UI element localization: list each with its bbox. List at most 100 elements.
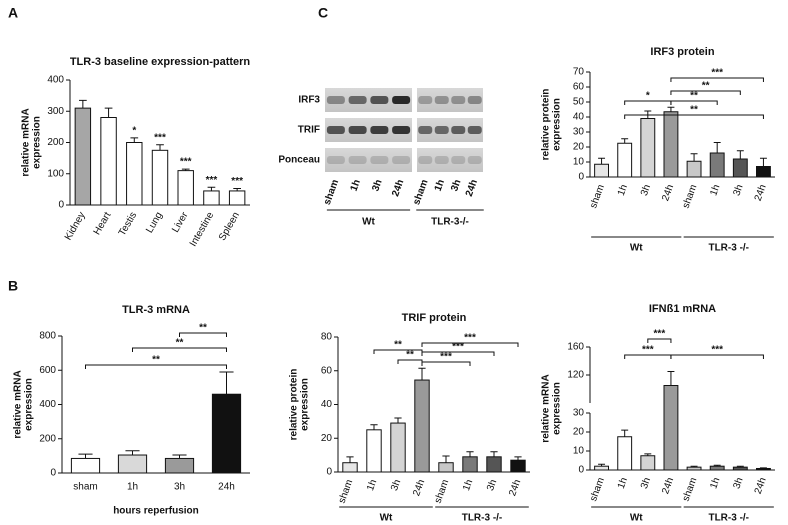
chart-title: TLR-3 mRNA (122, 304, 190, 316)
group-label: TLR-3 -/- (462, 513, 503, 524)
y-tick-label: 50 (573, 97, 585, 108)
x-tick-label: 24h (660, 476, 676, 495)
group-label: Wt (362, 217, 375, 228)
y-tick-label: 40 (573, 112, 585, 123)
y-tick-label: 70 (573, 67, 585, 78)
blot-band (451, 96, 466, 104)
error-bar (621, 138, 629, 144)
x-tick-label: 1h (461, 478, 475, 492)
y-tick-label: 20 (321, 433, 333, 444)
bar (510, 459, 526, 473)
bar (126, 142, 143, 206)
error-bar (370, 424, 378, 430)
x-tick-label: 3h (639, 476, 653, 490)
significance-bracket (624, 114, 764, 119)
y-tick-label: 20 (573, 427, 585, 438)
lane-label: 24h (390, 178, 406, 198)
error-bar (713, 142, 721, 153)
bar (594, 163, 609, 178)
bar (756, 467, 771, 471)
x-tick-label: 24h (411, 478, 427, 497)
blot-band (467, 96, 482, 104)
significance-label: ** (690, 105, 698, 116)
x-tick-label: Testis (117, 210, 139, 238)
significance-label: *** (440, 352, 452, 363)
blot-band (434, 126, 449, 134)
error-bar (598, 157, 606, 165)
error-bar (736, 465, 744, 468)
significance-bracket (179, 332, 227, 337)
x-tick-label: 1h (708, 476, 722, 490)
bar (617, 436, 633, 471)
bar (74, 107, 92, 206)
bar (640, 455, 656, 471)
significance-label: *** (642, 345, 654, 356)
y-tick-label: 0 (578, 465, 584, 476)
bar (228, 190, 246, 206)
significance-label: *** (231, 176, 243, 187)
x-tick-label: 24h (753, 183, 769, 202)
y-tick-label: 300 (47, 106, 64, 117)
significance-label: *** (154, 132, 166, 143)
significance-label: *** (711, 68, 723, 79)
significance-bracket (421, 342, 519, 347)
error-bar (442, 455, 450, 463)
lane-label: 1h (349, 178, 363, 193)
significance-label: ** (702, 81, 710, 92)
significance-bracket (670, 354, 764, 359)
group-label: Wt (380, 513, 393, 524)
y-tick-label: 160 (567, 342, 584, 353)
panel-letter: A (8, 5, 18, 21)
y-tick-label: 600 (39, 365, 56, 376)
significance-bracket (421, 351, 495, 356)
error-bar (172, 454, 187, 459)
y-tick-label: 60 (573, 82, 585, 93)
error-bar (644, 453, 652, 456)
error-bar (125, 450, 140, 456)
significance-label: * (132, 125, 136, 136)
chart-title: TRIF protein (402, 312, 467, 324)
blot-band (392, 126, 411, 134)
x-tick-label: 1h (616, 476, 630, 490)
blot-band (392, 96, 411, 104)
x-tick-label: Lung (144, 210, 165, 235)
lane-label: 1h (433, 178, 447, 193)
x-tick-label: sham (681, 183, 700, 210)
blot-band (451, 126, 466, 134)
lane-label: 24h (464, 178, 480, 198)
x-tick-label: sham (433, 478, 452, 505)
blot-band (370, 126, 389, 134)
x-tick-label: Liver (170, 210, 191, 235)
blot-band (418, 126, 433, 134)
blot-band (326, 126, 345, 134)
y-tick-label: 10 (573, 157, 585, 168)
x-tick-label: 3h (731, 476, 745, 490)
significance-bracket (85, 364, 227, 369)
y-axis-label: relative protein (541, 89, 552, 161)
y-axis-label: relative protein (289, 369, 300, 441)
y-axis-label: expression (300, 378, 311, 431)
x-tick-label: sham (588, 183, 607, 210)
bar (366, 429, 382, 473)
x-tick-label: sham (73, 482, 97, 493)
y-axis-label: relative mRNA (21, 108, 32, 176)
blot-strip (325, 148, 412, 172)
group-label: TLR-3-/- (431, 217, 469, 228)
lane-label: 3h (449, 178, 463, 193)
error-bar (759, 467, 767, 469)
significance-label: ** (176, 338, 184, 349)
bar (686, 466, 702, 471)
blot-strip (417, 148, 483, 172)
y-tick-label: 120 (567, 370, 584, 381)
significance-label: *** (464, 333, 476, 344)
x-tick-label: 1h (708, 183, 722, 197)
y-tick-label: 20 (573, 142, 585, 153)
significance-bracket (670, 90, 741, 95)
bar (617, 142, 633, 178)
error-bar (156, 144, 164, 151)
y-tick-label: 0 (326, 467, 332, 478)
blot-band (467, 156, 482, 164)
x-tick-label: 3h (485, 478, 499, 492)
y-tick-label: 100 (47, 168, 64, 179)
